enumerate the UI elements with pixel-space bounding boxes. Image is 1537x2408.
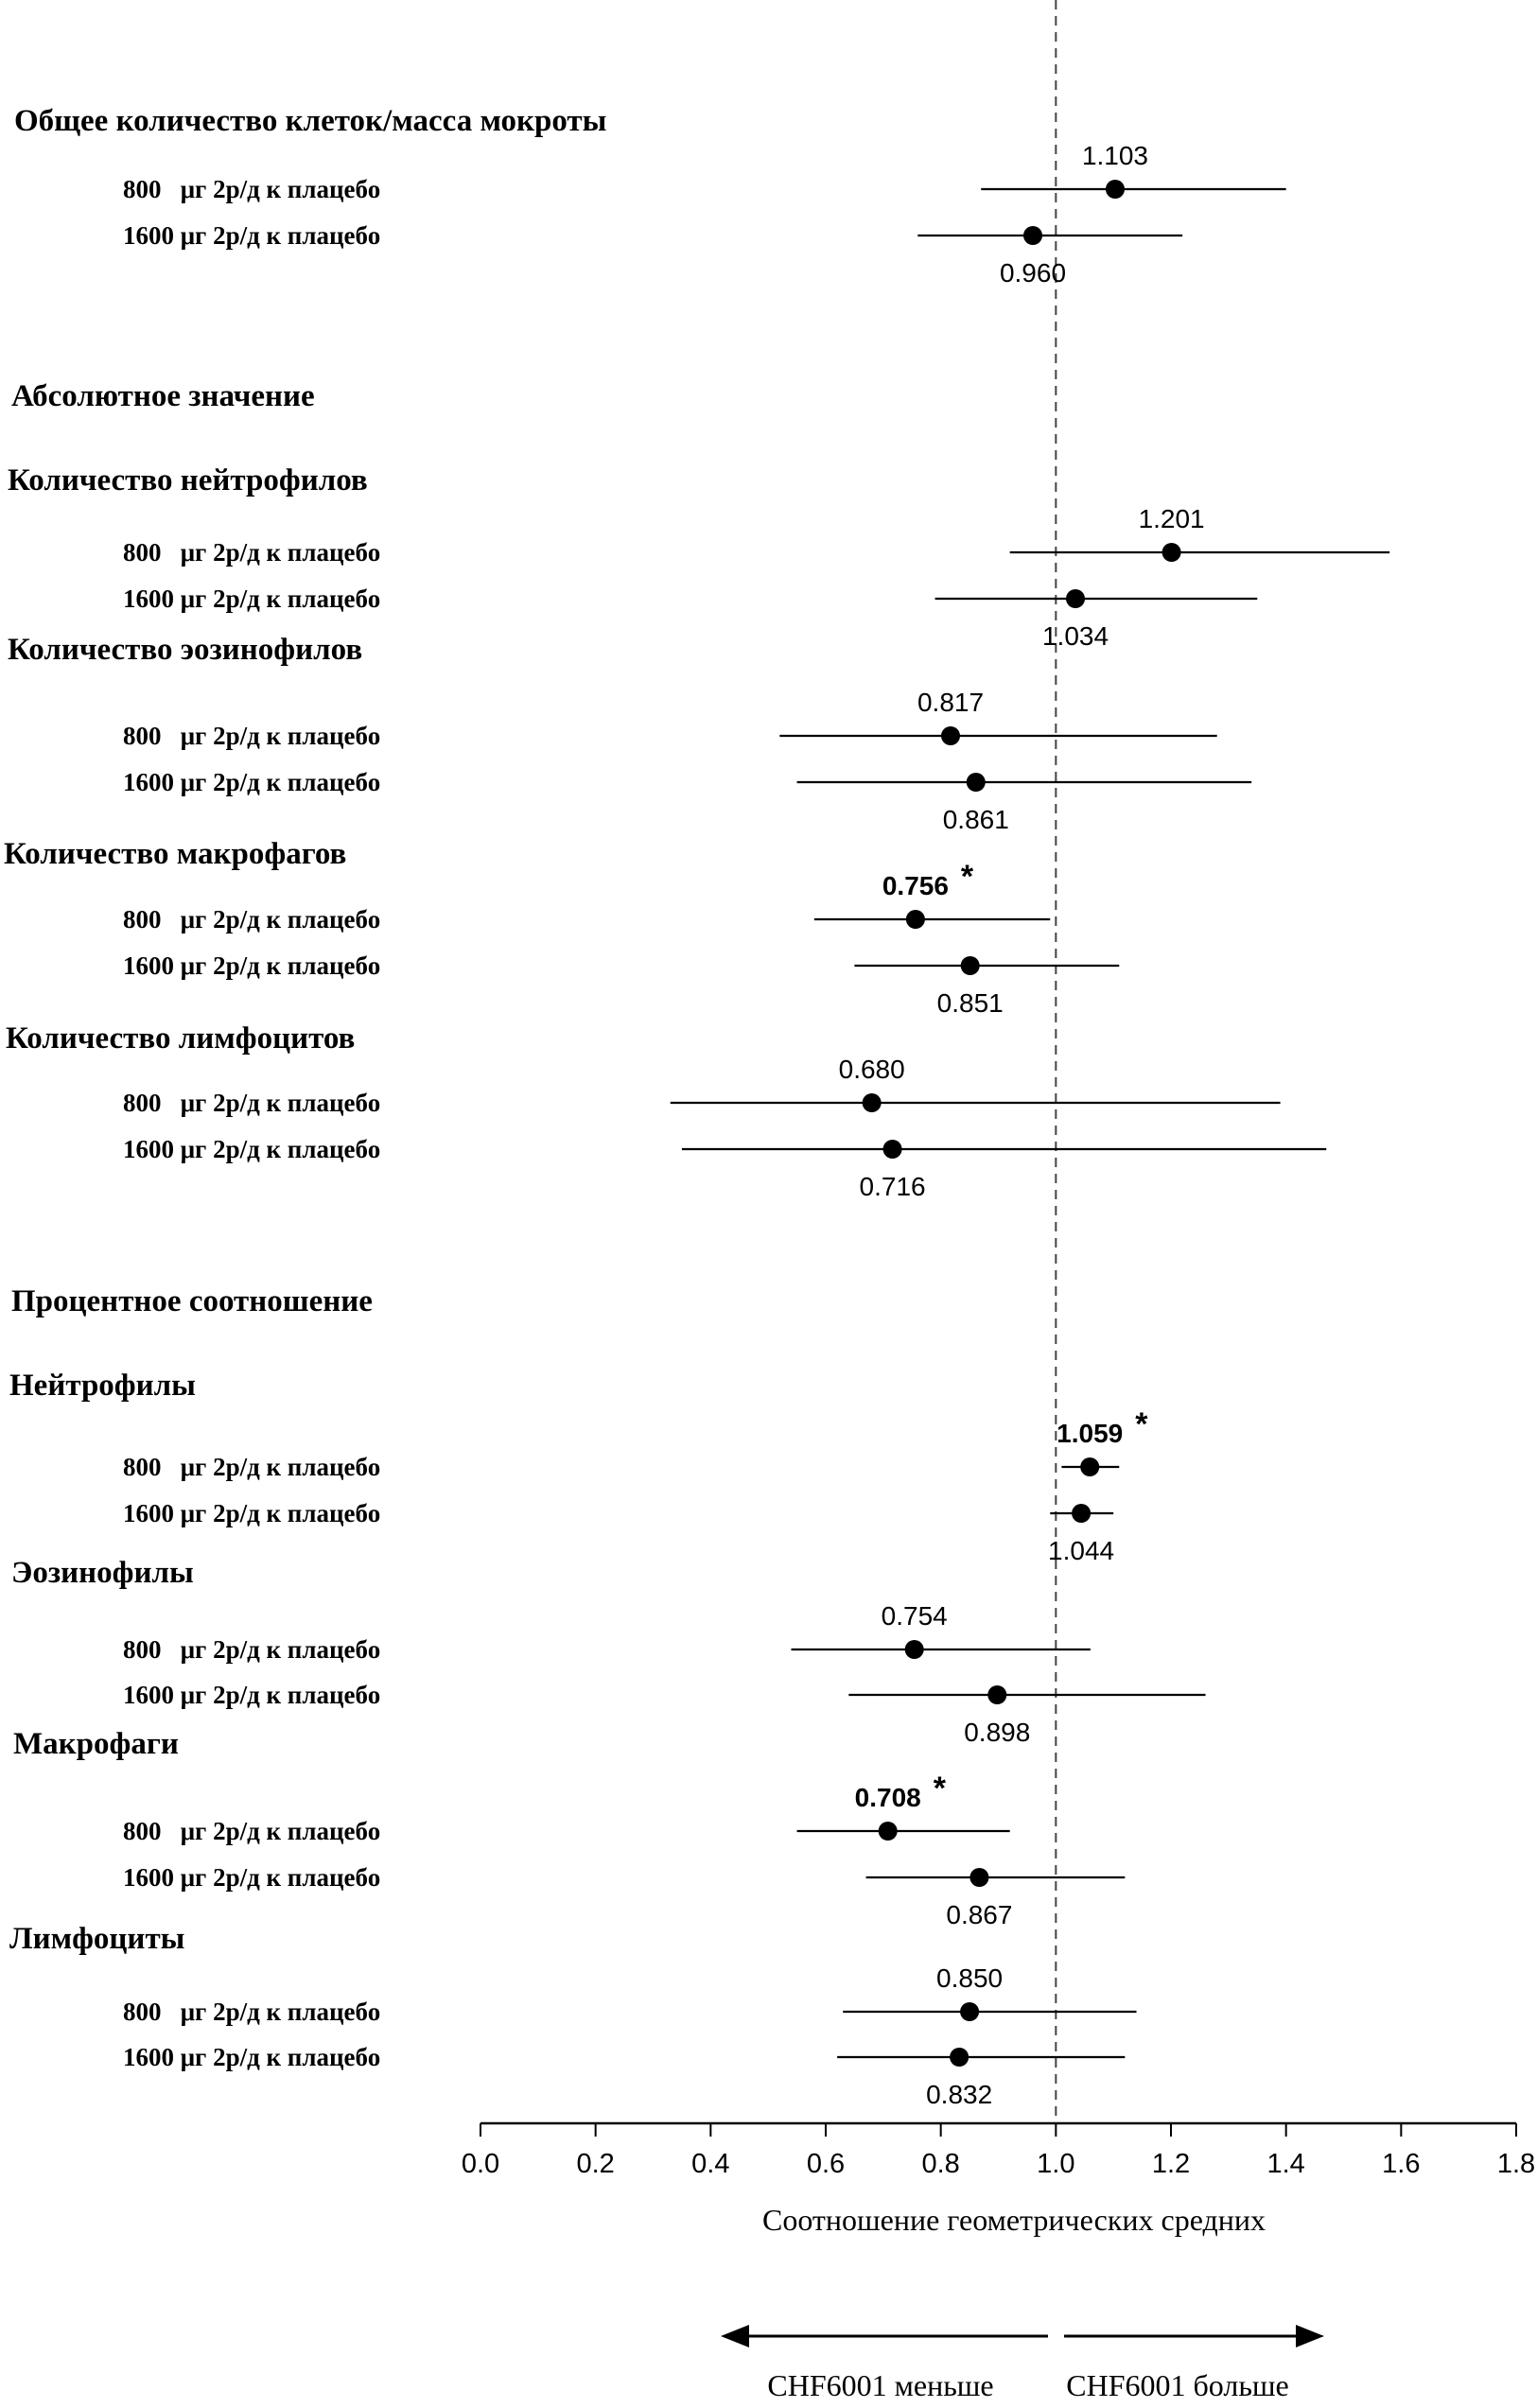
x-tick-label: 1.2 (1152, 2149, 1190, 2179)
direction-right-line-1: CHF6001 больше (1066, 2368, 1289, 2402)
value-label: 0.867 (946, 1900, 1012, 1929)
direction-indicators: CHF6001 меньше CHF6001 больше (721, 2325, 1324, 2402)
point-estimate (882, 1140, 902, 1159)
x-tick-label: 0.6 (807, 2149, 845, 2179)
point-estimate (904, 1640, 924, 1659)
direction-right-line-2: чем плацебо (1097, 2406, 1257, 2408)
point-estimate (960, 956, 980, 975)
comparison-label: 800 μг 2р/д к плацебо (123, 1998, 380, 2026)
x-tick-label: 1.4 (1267, 2149, 1305, 2179)
group-label: Лимфоциты (9, 1922, 184, 1956)
comparison-label: 1600 μг 2р/д к плацебо (123, 585, 380, 613)
value-label: 0.716 (860, 1172, 926, 1201)
value-label: 0.898 (964, 1718, 1030, 1747)
value-label: 0.832 (926, 2080, 992, 2109)
comparison-label: 800 μг 2р/д к плацебо (123, 1635, 380, 1664)
comparison-label: 800 μг 2р/д к плацебо (123, 175, 380, 203)
comparison-label: 1600 μг 2р/д к плацебо (123, 221, 380, 250)
value-label: 1.044 (1048, 1536, 1114, 1565)
group-label: Общее количество клеток/масса мокроты (14, 104, 606, 138)
right-arrow-head-icon (1296, 2325, 1324, 2347)
significance-star: * (961, 859, 974, 895)
group-label: Количество макрофагов (4, 837, 346, 871)
section-label: Процентное соотношение (11, 1284, 373, 1318)
direction-left-line-2: чем плацебо (800, 2406, 960, 2408)
comparison-label: 1600 μг 2р/д к плацебо (123, 1681, 380, 1709)
significance-star: * (934, 1771, 947, 1806)
value-label: 0.850 (936, 1963, 1003, 1993)
comparison-label: 800 μг 2р/д к плацебо (123, 538, 380, 567)
point-estimate (987, 1685, 1007, 1704)
x-tick-label: 0.2 (577, 2149, 615, 2179)
point-estimate (905, 910, 925, 929)
value-label: 0.708 (855, 1783, 921, 1812)
point-estimate (1080, 1457, 1100, 1476)
comparison-label: 800 μг 2р/д к плацебо (123, 1817, 380, 1845)
point-estimate (878, 1822, 898, 1841)
comparison-label: 800 μг 2р/д к плацебо (123, 722, 380, 750)
x-tick-label: 0.8 (922, 2149, 960, 2179)
left-arrow-head-icon (721, 2325, 749, 2347)
point-estimate (1161, 543, 1181, 562)
x-tick-label: 0.0 (462, 2149, 499, 2179)
direction-left-line-1: CHF6001 меньше (767, 2368, 993, 2402)
point-estimate (960, 2002, 980, 2021)
value-label: 1.103 (1082, 141, 1148, 170)
comparison-label: 800 μг 2р/д к плацебо (123, 1089, 380, 1117)
point-estimate (1066, 589, 1086, 608)
group-label: Макрофаги (13, 1727, 179, 1761)
x-tick-label: 1.0 (1037, 2149, 1074, 2179)
value-label: 0.680 (839, 1055, 905, 1084)
point-estimate (862, 1093, 882, 1112)
value-label: 0.756 (882, 871, 949, 900)
point-estimate (1023, 226, 1042, 245)
point-estimate (1105, 180, 1125, 199)
group-label: Нейтрофилы (9, 1369, 196, 1403)
value-label: 0.861 (943, 805, 1009, 834)
value-label: 0.817 (917, 688, 984, 717)
x-tick-label: 0.4 (691, 2149, 729, 2179)
group-label: Количество лимфоцитов (6, 1021, 355, 1056)
comparison-label: 1600 μг 2р/д к плацебо (123, 1135, 380, 1163)
comparison-label: 1600 μг 2р/д к плацебо (123, 2043, 380, 2071)
comparison-label: 1600 μг 2р/д к плацебо (123, 1863, 380, 1892)
x-tick-label: 1.8 (1497, 2149, 1535, 2179)
value-label: 1.059 (1057, 1419, 1123, 1448)
value-label: 0.851 (937, 988, 1004, 1018)
value-label: 1.034 (1042, 621, 1109, 651)
x-axis-title: Соотношение геометрических средних (762, 2203, 1266, 2237)
value-label: 0.754 (882, 1601, 948, 1631)
point-estimate (966, 773, 986, 792)
comparison-label: 800 μг 2р/д к плацебо (123, 1453, 380, 1481)
comparison-label: 1600 μг 2р/д к плацебо (123, 1499, 380, 1527)
group-label: Эозинофилы (11, 1556, 194, 1590)
x-tick-label: 1.6 (1382, 2149, 1420, 2179)
point-estimate (941, 726, 961, 745)
section-label: Абсолютное значение (11, 379, 315, 413)
group-label: Количество эозинофилов (8, 633, 362, 667)
value-label: 0.960 (1000, 258, 1066, 288)
point-estimate (950, 2048, 969, 2067)
point-estimate (969, 1868, 989, 1887)
group-label: Количество нейтрофилов (8, 463, 368, 497)
value-label: 1.201 (1139, 504, 1205, 533)
comparison-label: 800 μг 2р/д к плацебо (123, 905, 380, 934)
point-estimate (1072, 1504, 1092, 1523)
significance-star: * (1135, 1406, 1148, 1442)
comparison-label: 1600 μг 2р/д к плацебо (123, 768, 380, 796)
comparison-label: 1600 μг 2р/д к плацебо (123, 951, 380, 980)
